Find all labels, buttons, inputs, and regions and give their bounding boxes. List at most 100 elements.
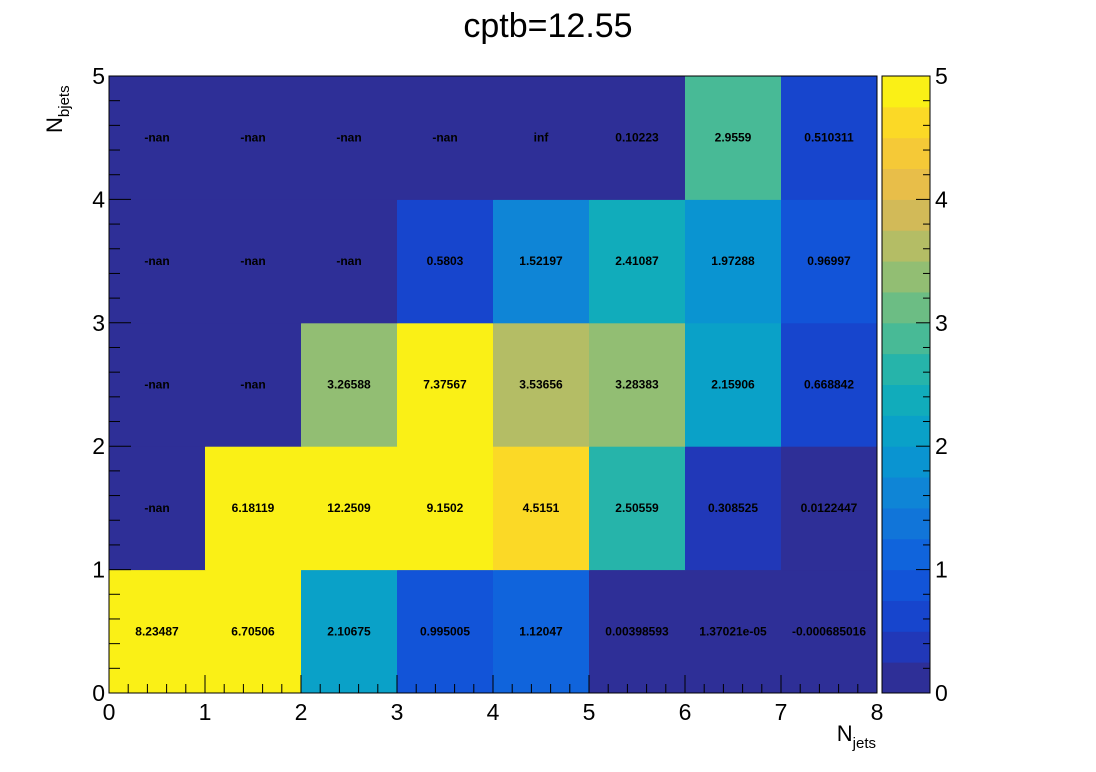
cell-value-label: 1.97288 (711, 254, 755, 268)
heatmap-cell (781, 322, 878, 447)
cell-value-label: -0.000685016 (792, 624, 866, 638)
colorbar-band (882, 662, 930, 694)
cell-value-label: 8.23487 (135, 624, 179, 638)
heatmap-cell (589, 322, 686, 447)
x-tick-label: 6 (679, 699, 692, 725)
x-tick-label: 7 (775, 699, 788, 725)
colorbar-tick-label: 1 (935, 557, 948, 583)
heatmap-cell (205, 76, 302, 200)
colorbar-band (882, 631, 930, 663)
cell-value-label: 3.26588 (327, 378, 371, 392)
colorbar-band (882, 353, 930, 385)
heatmap-cell (109, 199, 206, 324)
x-axis: 0 1 2 3 4 5 6 7 8 (103, 675, 883, 725)
colorbar-band (882, 600, 930, 632)
colorbar-band (882, 507, 930, 540)
x-tick-label: 5 (583, 699, 596, 725)
heatmap-cell (589, 446, 686, 571)
heatmap-cell (685, 199, 782, 324)
heatmap-cell (397, 76, 494, 200)
y-axis-label-subscript: bjets (56, 85, 73, 117)
heatmap-cell (589, 199, 686, 324)
cell-value-label: 0.308525 (708, 501, 758, 515)
cell-value-label: 0.995005 (420, 624, 470, 638)
colorbar-tick-label: 3 (935, 310, 948, 336)
colorbar-band (882, 168, 930, 200)
cell-value-label: 6.18119 (232, 501, 275, 515)
heatmap-cell (109, 322, 206, 447)
x-tick-label: 4 (487, 699, 500, 725)
colorbar-tick-label: 2 (935, 433, 948, 459)
cell-value-label: 2.50559 (615, 501, 659, 515)
heatmap-cell (109, 446, 206, 571)
heatmap-cell (301, 76, 398, 200)
y-tick-label: 1 (92, 557, 105, 583)
heatmap-cell (397, 446, 494, 571)
colorbar-band (882, 137, 930, 170)
x-axis-label: Njets (837, 721, 876, 752)
cell-value-label: 1.12047 (519, 624, 563, 638)
heatmap-cell-labels: 8.23487 6.70506 2.10675 0.995005 1.12047 0.00… (135, 131, 866, 639)
cell-value-label: 0.00398593 (605, 624, 669, 638)
heatmap-cell (589, 569, 686, 694)
cell-value-label: 3.28383 (615, 378, 659, 392)
heatmap-cell (781, 446, 878, 571)
colorbar-band (882, 322, 930, 355)
cell-value-label: -nan (144, 131, 169, 145)
cell-value-label: 0.96997 (807, 254, 851, 268)
cell-value-label: 1.37021e-05 (699, 624, 767, 638)
colorbar-tick-label: 0 (935, 680, 948, 706)
cell-value-label: 7.37567 (423, 378, 467, 392)
heatmap-cell (493, 569, 590, 694)
heatmap-cell (493, 76, 590, 200)
y-axis: 0 1 2 3 4 5 (92, 63, 131, 706)
colorbar-band (882, 477, 930, 509)
colorbar-band (882, 291, 930, 324)
heatmap-cell (205, 569, 302, 694)
cell-value-label: 2.41087 (615, 254, 659, 268)
cell-value-label: 2.9559 (715, 131, 752, 145)
colorbar-tick-label: 4 (935, 186, 948, 212)
heatmap-cell (685, 446, 782, 571)
heatmap-cell (493, 446, 590, 571)
heatmap-cell (781, 76, 878, 200)
heatmap-cell (781, 569, 878, 694)
cell-value-label: 0.510311 (804, 131, 854, 145)
cell-value-label: 1.52197 (519, 254, 563, 268)
colorbar-band (882, 199, 930, 231)
heatmap-cell (301, 569, 398, 694)
cell-value-label: 3.53656 (519, 378, 563, 392)
colorbar-band (882, 76, 930, 108)
heatmap-cell (685, 322, 782, 447)
heatmap-cell (685, 76, 782, 200)
cell-value-label: 0.10223 (615, 131, 659, 145)
x-axis-label-main: N (837, 721, 853, 746)
colorbar-tick-label: 5 (935, 63, 948, 89)
colorbar-band (882, 446, 930, 478)
x-tick-label: 3 (391, 699, 404, 725)
cell-value-label: -nan (144, 254, 169, 268)
colorbar-band (882, 230, 930, 262)
cell-value-label: 12.2509 (327, 501, 371, 515)
cell-value-label: -nan (336, 131, 361, 145)
cell-value-label: -nan (336, 254, 361, 268)
colorbar-band (882, 415, 930, 447)
y-tick-label: 4 (92, 186, 105, 212)
cell-value-label: 2.15906 (711, 378, 755, 392)
colorbar-band (882, 384, 930, 416)
heatmap-cell (493, 322, 590, 447)
y-tick-label: 0 (92, 680, 105, 706)
cell-value-label: -nan (240, 131, 265, 145)
colorbar-band (882, 261, 930, 293)
heatmap-cell (685, 569, 782, 694)
heatmap-cell (301, 322, 398, 447)
cell-value-label: 0.0122447 (801, 501, 858, 515)
heatmap-cells (109, 76, 878, 694)
heatmap-cell (589, 76, 686, 200)
cell-value-label: 2.10675 (327, 624, 371, 638)
cell-value-label: 6.70506 (231, 624, 275, 638)
colorbar-band (882, 569, 930, 601)
cell-value-label: -nan (144, 378, 169, 392)
heatmap-cell (205, 446, 302, 571)
